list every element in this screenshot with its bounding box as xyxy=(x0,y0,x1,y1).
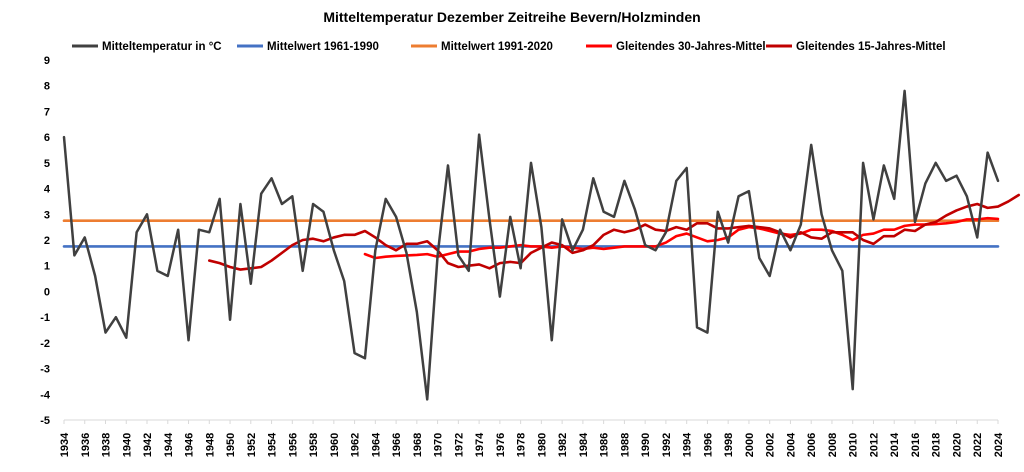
x-tick-label: 1956 xyxy=(287,433,299,457)
legend-label: Mittelwert 1961-1990 xyxy=(267,41,379,53)
x-tick-label: 2008 xyxy=(827,433,839,457)
y-axis: -5 -4 -3 -2 -1 0 1 2 3 4 5 6 7 8 9 xyxy=(40,55,51,427)
x-tick-label: 1944 xyxy=(163,432,175,457)
x-tick-label: 1974 xyxy=(474,432,486,457)
x-tick-label: 1986 xyxy=(599,433,611,457)
x-tick-label: 1992 xyxy=(661,433,673,457)
chart-legend: Mitteltemperatur in °C Mittelwert 1961-19… xyxy=(72,41,946,53)
x-tick-label: 1982 xyxy=(557,433,569,457)
x-tick-label: 1946 xyxy=(184,433,196,457)
x-tick-label: 2000 xyxy=(744,433,756,457)
x-tick-label: 1966 xyxy=(391,433,403,457)
x-axis: 1934 1936 1938 1940 1942 1944 1946 1948 1950 1952… xyxy=(59,419,1005,457)
x-tick-label: 2012 xyxy=(868,433,880,457)
x-tick-label: 1950 xyxy=(225,433,237,457)
y-tick-label: -1 xyxy=(40,312,50,324)
x-tick-label: 1968 xyxy=(412,433,424,457)
x-tick-label: 1934 xyxy=(59,432,71,457)
x-tick-label: 2022 xyxy=(972,433,984,457)
x-tick-label: 1962 xyxy=(350,433,362,457)
x-tick-label: 1954 xyxy=(267,432,279,457)
x-tick-label: 1978 xyxy=(516,433,528,457)
x-tick-label: 1970 xyxy=(433,433,445,457)
x-tick-label: 2018 xyxy=(931,433,943,457)
x-tick-label: 2020 xyxy=(951,433,963,457)
y-tick-label: 2 xyxy=(44,235,50,247)
series-line-5 xyxy=(207,193,1021,271)
legend-label: Gleitendes 30-Jahres-Mittel xyxy=(616,41,766,53)
x-tick-label: 1940 xyxy=(121,433,133,457)
y-tick-label: -2 xyxy=(40,338,50,350)
x-tick-label: 1998 xyxy=(723,433,735,457)
y-tick-label: 3 xyxy=(44,209,50,221)
x-tick-label: 1996 xyxy=(702,433,714,457)
x-tick-label: 1990 xyxy=(640,433,652,457)
x-tick-label: 1942 xyxy=(142,433,154,457)
x-tick-label: 2004 xyxy=(785,432,797,457)
x-tick-label: 1984 xyxy=(578,432,590,457)
x-tick-label: 1948 xyxy=(204,433,216,457)
y-tick-label: -3 xyxy=(40,364,50,376)
y-tick-label: 6 xyxy=(44,132,50,144)
x-tick-label: 1976 xyxy=(495,433,507,457)
x-tick-label: 2024 xyxy=(993,432,1005,457)
x-tick-label: 2002 xyxy=(765,433,777,457)
legend-label: Gleitendes 15-Jahres-Mittel xyxy=(796,41,946,53)
series-layer xyxy=(62,89,1021,401)
y-tick-label: -4 xyxy=(40,389,51,401)
x-tick-label: 1964 xyxy=(370,432,382,457)
x-tick-label: 1994 xyxy=(682,432,694,457)
y-tick-label: 8 xyxy=(44,81,50,93)
x-tick-label: 1980 xyxy=(536,433,548,457)
series-line-1 xyxy=(62,89,1000,401)
x-tick-label: 1938 xyxy=(101,433,113,457)
x-tick-label: 1952 xyxy=(246,433,258,457)
y-tick-label: -5 xyxy=(40,415,50,427)
x-tick-label: 2016 xyxy=(910,433,922,457)
x-tick-label: 1988 xyxy=(619,433,631,457)
chart-title: Mitteltemperatur Dezember Zeitreihe Beve… xyxy=(323,9,700,25)
y-tick-label: 9 xyxy=(44,55,50,67)
y-tick-label: 4 xyxy=(44,184,51,196)
y-tick-label: 0 xyxy=(44,286,50,298)
y-tick-label: 5 xyxy=(44,158,50,170)
x-tick-label: 2006 xyxy=(806,433,818,457)
x-tick-label: 1936 xyxy=(80,433,92,457)
x-tick-label: 2010 xyxy=(848,433,860,457)
x-tick-label: 2014 xyxy=(889,432,901,457)
x-tick-label: 1972 xyxy=(453,433,465,457)
legend-label: Mitteltemperatur in °C xyxy=(102,41,222,53)
y-tick-label: 1 xyxy=(44,261,50,273)
series-line-4 xyxy=(363,216,1000,260)
legend-label: Mittelwert 1991-2020 xyxy=(441,41,553,53)
x-tick-label: 1958 xyxy=(308,433,320,457)
x-tick-label: 1960 xyxy=(329,433,341,457)
y-tick-label: 7 xyxy=(44,106,50,118)
